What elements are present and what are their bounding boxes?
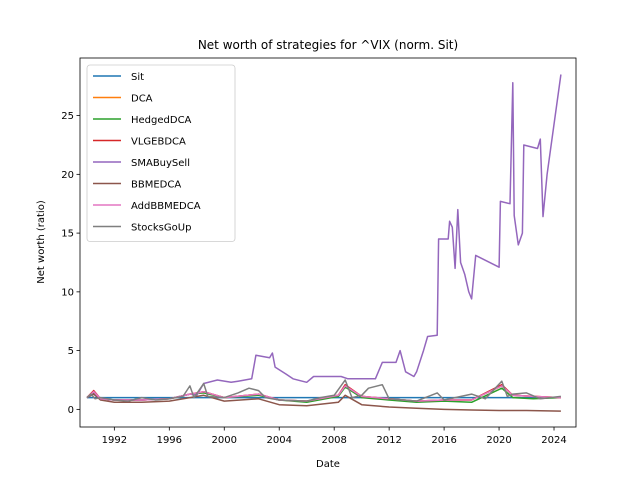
legend-label: StocksGoUp	[131, 223, 191, 234]
legend-box	[86, 64, 236, 242]
y-tick-label: 25	[61, 111, 74, 122]
legend: Sit DCA HedgedDCA VLGEBDCA SMABuySell BBMEDCA…	[86, 64, 236, 242]
x-tick-label: 1996	[157, 435, 182, 446]
x-tick-label: 2000	[212, 435, 237, 446]
x-tick-label: 2024	[541, 435, 566, 446]
series-line-bbmedca	[86, 393, 561, 412]
x-tick-label: 2008	[321, 435, 346, 446]
legend-label: VLGEBDCA	[131, 137, 186, 148]
y-axis-label: Net worth (ratio)	[36, 200, 47, 284]
legend-label: Sit	[131, 72, 144, 83]
x-axis-label: Date	[316, 459, 340, 470]
plot-frame	[79, 57, 577, 428]
y-tick-label: 0	[68, 405, 74, 416]
y-tick-label: 5	[68, 346, 74, 357]
legend-label: BBMEDCA	[131, 180, 181, 191]
x-tick-label: 2012	[376, 435, 401, 446]
series-line-smabuysell	[86, 74, 562, 401]
y-tick-label: 20	[61, 170, 74, 181]
chart-title: Net worth of strategies for ^VIX (norm. …	[198, 38, 458, 52]
y-axis: 0 5 10 15 20 25	[61, 111, 80, 416]
legend-label: AddBBMEDCA	[131, 201, 201, 212]
x-axis: 1992 1996 2000 2004 2008 2012 2016 2020 2024	[102, 427, 567, 446]
legend-label: SMABuySell	[131, 158, 190, 169]
legend-label: HedgedDCA	[131, 115, 192, 126]
legend-label: DCA	[131, 94, 153, 105]
series-line-stocksgoup	[86, 379, 561, 402]
x-tick-label: 2016	[431, 435, 456, 446]
y-tick-label: 10	[61, 287, 74, 298]
x-tick-label: 2004	[266, 435, 291, 446]
series-layer	[86, 74, 562, 412]
y-tick-label: 15	[61, 229, 74, 240]
x-tick-label: 2020	[486, 435, 511, 446]
x-tick-label: 1992	[102, 435, 127, 446]
